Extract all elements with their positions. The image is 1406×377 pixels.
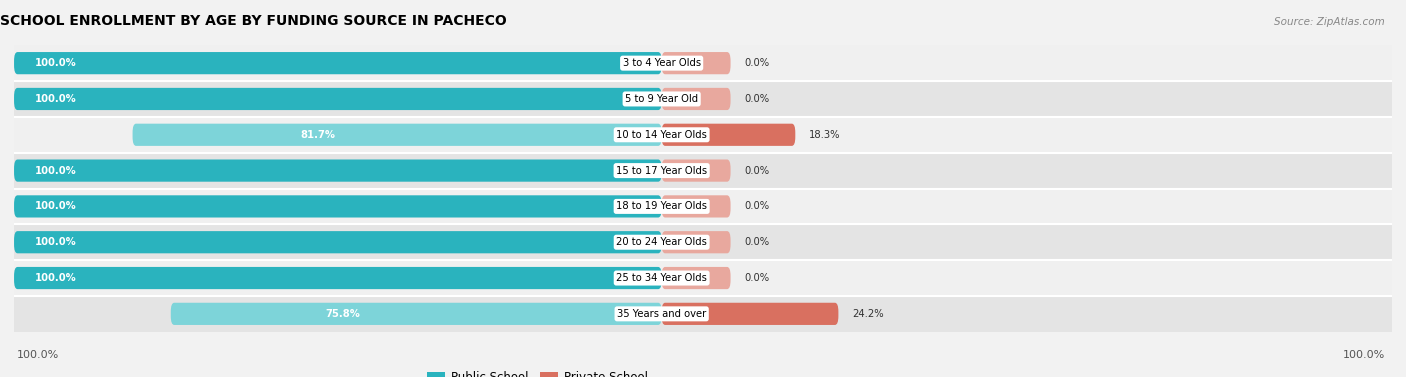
Text: 100.0%: 100.0% [35, 273, 76, 283]
Bar [14, 81, 1392, 117]
Bar [14, 260, 1392, 296]
Text: 18.3%: 18.3% [808, 130, 841, 140]
Text: 0.0%: 0.0% [744, 58, 769, 68]
Bar [14, 296, 1392, 332]
Text: Source: ZipAtlas.com: Source: ZipAtlas.com [1274, 17, 1385, 27]
FancyBboxPatch shape [14, 231, 662, 253]
FancyBboxPatch shape [14, 159, 662, 182]
Text: 0.0%: 0.0% [744, 201, 769, 211]
Text: 81.7%: 81.7% [301, 130, 335, 140]
FancyBboxPatch shape [14, 195, 662, 218]
FancyBboxPatch shape [14, 267, 662, 289]
Text: 75.8%: 75.8% [325, 309, 360, 319]
Text: 24.2%: 24.2% [852, 309, 884, 319]
Text: 10 to 14 Year Olds: 10 to 14 Year Olds [616, 130, 707, 140]
FancyBboxPatch shape [662, 231, 731, 253]
Bar [14, 188, 1392, 224]
Text: 0.0%: 0.0% [744, 94, 769, 104]
Text: 100.0%: 100.0% [17, 350, 59, 360]
Text: SCHOOL ENROLLMENT BY AGE BY FUNDING SOURCE IN PACHECO: SCHOOL ENROLLMENT BY AGE BY FUNDING SOUR… [0, 14, 508, 28]
Text: 0.0%: 0.0% [744, 273, 769, 283]
FancyBboxPatch shape [662, 52, 731, 74]
FancyBboxPatch shape [14, 52, 662, 74]
Bar [14, 153, 1392, 188]
Bar [14, 117, 1392, 153]
Text: 18 to 19 Year Olds: 18 to 19 Year Olds [616, 201, 707, 211]
FancyBboxPatch shape [662, 267, 731, 289]
Text: 0.0%: 0.0% [744, 237, 769, 247]
FancyBboxPatch shape [170, 303, 662, 325]
Bar [14, 224, 1392, 260]
FancyBboxPatch shape [14, 88, 662, 110]
Text: 100.0%: 100.0% [35, 201, 76, 211]
FancyBboxPatch shape [132, 124, 662, 146]
FancyBboxPatch shape [662, 303, 838, 325]
Text: 5 to 9 Year Old: 5 to 9 Year Old [626, 94, 699, 104]
Text: 3 to 4 Year Olds: 3 to 4 Year Olds [623, 58, 700, 68]
Text: 100.0%: 100.0% [35, 94, 76, 104]
Text: 0.0%: 0.0% [744, 166, 769, 176]
Text: 100.0%: 100.0% [35, 58, 76, 68]
FancyBboxPatch shape [662, 159, 731, 182]
Text: 25 to 34 Year Olds: 25 to 34 Year Olds [616, 273, 707, 283]
Text: 35 Years and over: 35 Years and over [617, 309, 706, 319]
FancyBboxPatch shape [662, 88, 731, 110]
Text: 100.0%: 100.0% [35, 237, 76, 247]
Text: 100.0%: 100.0% [1343, 350, 1385, 360]
Text: 20 to 24 Year Olds: 20 to 24 Year Olds [616, 237, 707, 247]
Bar [14, 45, 1392, 81]
Text: 100.0%: 100.0% [35, 166, 76, 176]
FancyBboxPatch shape [662, 124, 796, 146]
Legend: Public School, Private School: Public School, Private School [423, 366, 652, 377]
Text: 15 to 17 Year Olds: 15 to 17 Year Olds [616, 166, 707, 176]
FancyBboxPatch shape [662, 195, 731, 218]
